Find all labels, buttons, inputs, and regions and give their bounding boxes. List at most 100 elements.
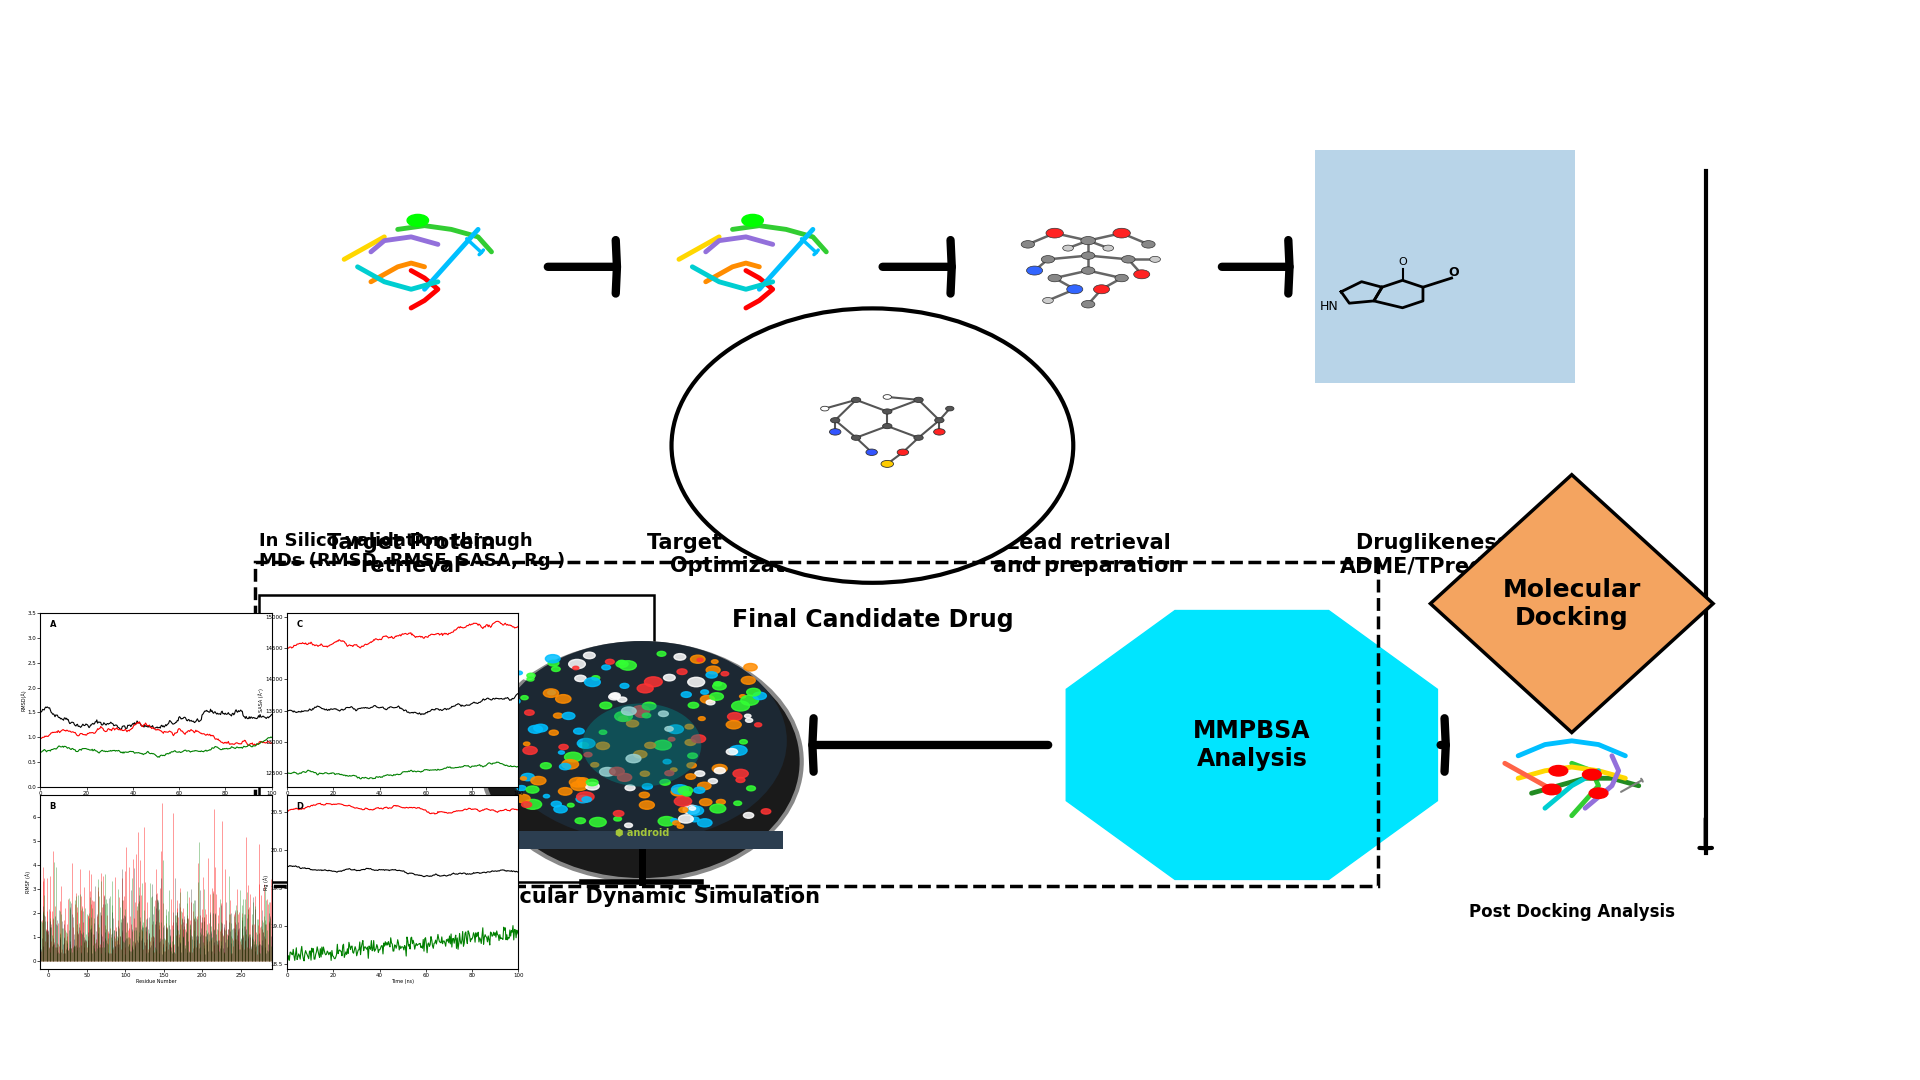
Circle shape: [407, 215, 428, 227]
Y-axis label: Rg (Å): Rg (Å): [263, 875, 269, 890]
Circle shape: [1150, 256, 1160, 262]
Text: Final Candidate Drug: Final Candidate Drug: [732, 608, 1014, 632]
Circle shape: [691, 734, 707, 743]
Circle shape: [829, 429, 841, 435]
Circle shape: [732, 701, 749, 711]
Circle shape: [1027, 266, 1043, 275]
Circle shape: [563, 713, 574, 719]
Circle shape: [645, 677, 662, 687]
Circle shape: [662, 759, 672, 764]
Circle shape: [559, 764, 570, 770]
Circle shape: [643, 702, 657, 710]
Circle shape: [553, 713, 563, 718]
Circle shape: [741, 215, 764, 227]
Circle shape: [1081, 300, 1094, 308]
Circle shape: [520, 696, 528, 700]
Circle shape: [586, 779, 599, 786]
Circle shape: [687, 762, 697, 768]
Circle shape: [664, 674, 676, 680]
Circle shape: [524, 710, 534, 715]
Circle shape: [687, 677, 705, 687]
Circle shape: [678, 786, 693, 795]
Circle shape: [526, 673, 536, 678]
FancyBboxPatch shape: [1315, 150, 1576, 383]
Circle shape: [543, 795, 549, 798]
Circle shape: [576, 818, 586, 824]
Circle shape: [722, 672, 730, 676]
Circle shape: [682, 691, 691, 698]
Circle shape: [668, 738, 676, 741]
Circle shape: [678, 814, 693, 823]
Circle shape: [866, 449, 877, 456]
Circle shape: [684, 792, 691, 796]
Ellipse shape: [582, 703, 701, 786]
Circle shape: [570, 781, 588, 791]
Circle shape: [618, 660, 626, 664]
Circle shape: [660, 780, 670, 785]
Circle shape: [609, 767, 624, 775]
Circle shape: [672, 821, 680, 825]
Circle shape: [689, 807, 695, 810]
Circle shape: [672, 787, 687, 796]
Circle shape: [664, 727, 674, 731]
Circle shape: [551, 666, 561, 672]
Text: Post Docking Analysis: Post Docking Analysis: [1469, 903, 1674, 921]
Circle shape: [670, 819, 678, 822]
Circle shape: [528, 726, 543, 733]
Circle shape: [674, 796, 691, 806]
Circle shape: [626, 720, 639, 727]
Circle shape: [753, 692, 766, 700]
Circle shape: [520, 773, 534, 781]
Circle shape: [572, 666, 578, 670]
Circle shape: [881, 460, 893, 468]
Circle shape: [697, 658, 703, 662]
Circle shape: [639, 801, 655, 809]
Circle shape: [599, 730, 607, 734]
Circle shape: [733, 769, 749, 778]
Circle shape: [687, 806, 703, 815]
Circle shape: [741, 696, 758, 705]
Circle shape: [728, 713, 741, 720]
Circle shape: [645, 742, 655, 748]
Circle shape: [639, 771, 649, 777]
Circle shape: [582, 797, 591, 802]
Circle shape: [584, 753, 591, 757]
Ellipse shape: [497, 642, 787, 840]
Circle shape: [620, 684, 630, 688]
Circle shape: [1549, 766, 1569, 777]
Text: In Silico validation through
MDs (RMSD, RMSF, SASA, Rg ): In Silico validation through MDs (RMSD, …: [259, 531, 566, 570]
Circle shape: [609, 693, 620, 700]
Circle shape: [697, 782, 710, 789]
Text: B: B: [50, 802, 56, 811]
Circle shape: [643, 713, 651, 718]
Circle shape: [524, 742, 530, 745]
Circle shape: [712, 660, 718, 663]
Circle shape: [618, 773, 632, 781]
Circle shape: [555, 694, 570, 703]
Circle shape: [576, 796, 589, 802]
Circle shape: [522, 801, 532, 808]
Circle shape: [639, 792, 649, 798]
Circle shape: [515, 795, 530, 802]
Circle shape: [516, 671, 522, 675]
FancyBboxPatch shape: [259, 595, 653, 882]
Circle shape: [680, 808, 687, 812]
Circle shape: [568, 804, 574, 807]
Circle shape: [626, 785, 636, 791]
Circle shape: [693, 787, 705, 794]
Circle shape: [1081, 252, 1094, 259]
Circle shape: [670, 768, 678, 771]
Circle shape: [1582, 769, 1601, 780]
Circle shape: [897, 449, 908, 456]
Circle shape: [634, 751, 647, 758]
Circle shape: [591, 676, 599, 680]
Circle shape: [611, 692, 620, 699]
Circle shape: [710, 692, 724, 700]
Circle shape: [1542, 784, 1561, 795]
Circle shape: [707, 700, 714, 705]
Circle shape: [914, 435, 924, 441]
Circle shape: [522, 746, 538, 755]
Y-axis label: SASA (Å²): SASA (Å²): [259, 688, 263, 712]
Circle shape: [534, 725, 547, 732]
Circle shape: [741, 676, 755, 685]
